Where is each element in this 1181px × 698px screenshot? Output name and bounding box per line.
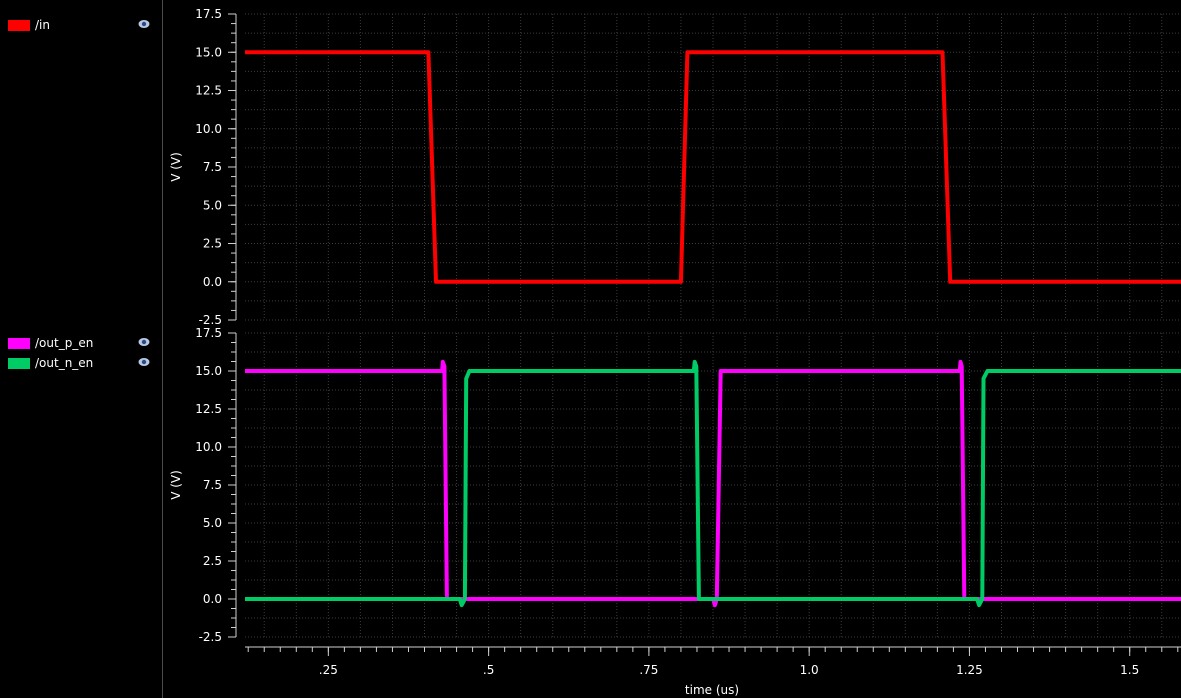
legend-label: /out_n_en <box>35 356 94 370</box>
legend-swatch <box>8 357 30 369</box>
legend-label: /out_p_en <box>35 336 94 350</box>
x-tick-label: 1.0 <box>800 663 819 677</box>
y-tick-label: -2.5 <box>199 313 222 327</box>
legend-item-out-p-en[interactable]: /out_p_en <box>8 334 158 352</box>
y-tick-label: 17.5 <box>195 326 222 340</box>
y-tick-label: 2.5 <box>203 237 222 251</box>
x-axis: .25 .5 .75 1.0 1.25 1.5 time (us) <box>245 646 1181 697</box>
series-line-out-n-en <box>245 359 1181 608</box>
y-tick-label: 15.0 <box>195 364 222 378</box>
legend-label: /in <box>35 18 50 32</box>
y-tick-label: 0.0 <box>203 275 222 289</box>
plot-panel-2: 17.5 15.0 12.5 10.0 7.5 5.0 2.5 0.0 -2.5 V (V) <box>169 326 1181 644</box>
legend-panel: /in /out_p_en /out_n_en <box>0 0 160 698</box>
y-tick-label: 7.5 <box>203 478 222 492</box>
x-axis-label: time (us) <box>685 683 739 697</box>
y-tick-label: 17.5 <box>195 7 222 21</box>
y-tick-label: 12.5 <box>195 84 222 98</box>
y-axis-label: V (V) <box>169 152 183 182</box>
legend-item-out-n-en[interactable]: /out_n_en <box>8 354 158 372</box>
panel-divider <box>162 0 163 698</box>
x-tick-label: .25 <box>319 663 338 677</box>
y-tick-label: 5.0 <box>203 198 222 212</box>
legend-swatch <box>8 19 30 31</box>
eye-icon[interactable] <box>138 337 150 347</box>
y-tick-label: 10.0 <box>195 122 222 136</box>
y-tick-label: 2.5 <box>203 554 222 568</box>
x-tick-label: .5 <box>483 663 494 677</box>
y-tick-label: 0.0 <box>203 592 222 606</box>
x-tick-label: 1.5 <box>1120 663 1139 677</box>
legend-item-in[interactable]: /in <box>8 16 158 34</box>
series-line-in <box>245 50 1181 284</box>
legend-swatch <box>8 337 30 349</box>
eye-icon[interactable] <box>138 357 150 367</box>
y-tick-label: 5.0 <box>203 516 222 530</box>
y-tick-label: 12.5 <box>195 402 222 416</box>
x-tick-label: 1.25 <box>956 663 983 677</box>
y-tick-label: 7.5 <box>203 160 222 174</box>
plot-panel-1: 17.5 15.0 12.5 10.0 7.5 5.0 2.5 0.0 -2.5 V (V) <box>169 7 1181 327</box>
y-tick-label: 10.0 <box>195 440 222 454</box>
eye-icon[interactable] <box>138 19 150 29</box>
y-axis-label: V (V) <box>169 470 183 500</box>
x-tick-label: .75 <box>639 663 658 677</box>
y-tick-label: -2.5 <box>199 630 222 644</box>
y-tick-label: 15.0 <box>195 45 222 59</box>
